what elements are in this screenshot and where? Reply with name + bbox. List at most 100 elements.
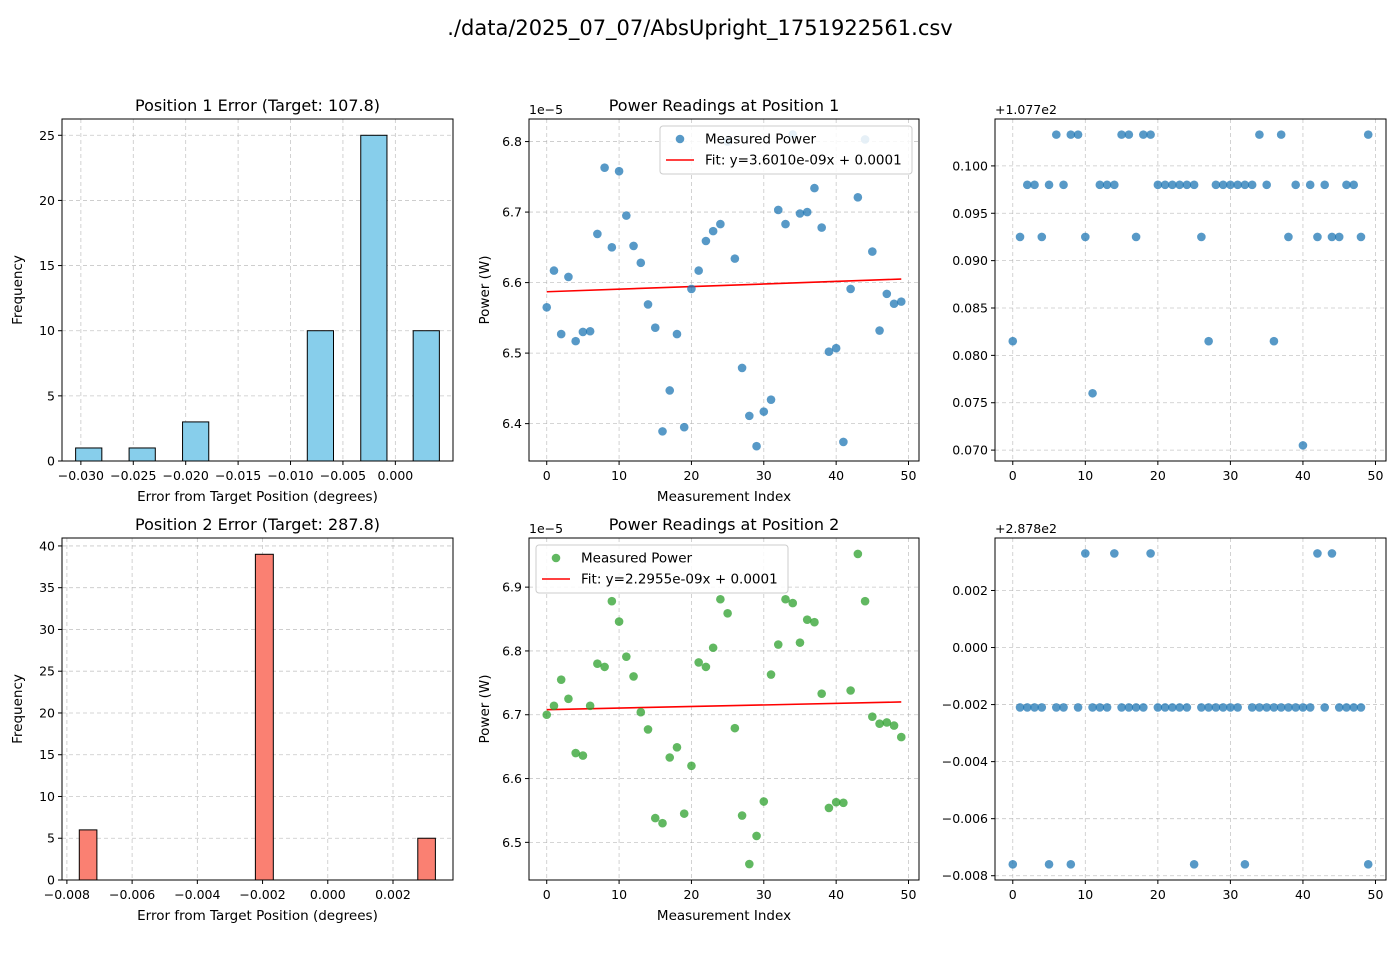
data-point: [679, 422, 689, 432]
grid: [62, 119, 453, 462]
data-point: [708, 226, 718, 236]
data-point: [831, 797, 841, 807]
data-point: [687, 761, 696, 771]
x-tick-label: 0.002: [375, 887, 411, 902]
y-tick-label: 0.070: [952, 443, 988, 458]
x-tick-label: 30: [756, 887, 772, 902]
data-point: [773, 640, 783, 649]
y-tick-label: 40: [39, 538, 55, 553]
data-point: [1320, 703, 1330, 712]
panel-scatter2: 0 10 20 30 40 50 6.5 6.6 6.7 6.8 6.9 Power Readings…: [477, 515, 920, 924]
data-point: [585, 701, 595, 711]
x-tick-label: 40: [1295, 468, 1311, 483]
data-point: [896, 297, 906, 306]
y-tick-label: 30: [39, 622, 55, 637]
data-point: [1247, 180, 1257, 190]
data-point: [839, 437, 848, 447]
x-tick-label: 30: [756, 468, 772, 483]
data-point: [846, 686, 855, 695]
data-point: [831, 343, 841, 353]
data-point: [542, 302, 552, 312]
data-point: [1146, 549, 1155, 558]
panel-hist2: −0.008 −0.006 −0.004 −0.002 0.000 0.002 0 5 10 15…: [10, 515, 454, 924]
data-point: [1305, 703, 1315, 712]
data-point: [1088, 388, 1097, 398]
data-point: [752, 831, 761, 841]
data-point: [1022, 180, 1032, 190]
legend-label: Measured Power: [705, 132, 817, 148]
data-point: [1189, 860, 1199, 869]
data-point: [629, 672, 638, 681]
legend-box: [659, 125, 913, 175]
data-point: [1247, 703, 1257, 712]
data-point: [1008, 336, 1018, 346]
data-point: [694, 658, 703, 667]
x-tick-label: 50: [901, 468, 917, 483]
axis-offset-label: +1.077e2: [995, 102, 1057, 117]
data-point: [1059, 703, 1068, 712]
y-axis-label: Power (W): [477, 675, 493, 744]
data-point: [1313, 232, 1322, 242]
data-point: [1110, 180, 1119, 190]
data-point: [643, 725, 653, 734]
data-point: [745, 411, 754, 421]
legend-marker-points: [675, 134, 685, 144]
data-point: [1189, 180, 1199, 190]
x-tick-label: 0: [543, 468, 551, 483]
data-point: [622, 211, 631, 220]
data-point: [1218, 180, 1228, 190]
data-point: [1059, 180, 1068, 190]
data-point: [600, 163, 609, 172]
panel-pos2: 0 10 20 30 40 50 −0.008 −0.006 −0.004 −0.002 0.000…: [942, 521, 1387, 902]
data-point: [571, 748, 580, 758]
data-point: [745, 859, 754, 869]
data-point: [1211, 180, 1221, 190]
data-point: [650, 813, 660, 823]
data-point: [1255, 703, 1264, 712]
x-tick-label: 40: [1295, 887, 1311, 902]
data-point: [889, 721, 899, 730]
data-point: [571, 336, 580, 346]
panel-scatter1: 0 10 20 30 40 50 6.4 6.5 6.6 6.7 6.8 Power Readings…: [477, 96, 920, 505]
data-point: [1276, 130, 1286, 139]
x-tick-label: −0.006: [109, 887, 155, 902]
y-tick-label: −0.004: [942, 754, 988, 769]
axes-frame: [528, 537, 920, 881]
data-point: [585, 326, 595, 336]
data-point: [817, 223, 826, 232]
data-point: [1291, 180, 1300, 190]
data-point: [853, 549, 863, 559]
data-point: [629, 241, 638, 251]
data-point: [1088, 703, 1097, 712]
y-tick-label: 20: [39, 193, 55, 208]
data-point: [716, 219, 725, 229]
grid: [995, 538, 1386, 880]
fit-line: [546, 278, 902, 293]
data-point: [701, 236, 711, 246]
data-point: [896, 732, 906, 742]
legend-label: Measured Power: [581, 551, 693, 567]
data-point: [1298, 441, 1308, 450]
data-point: [1175, 703, 1184, 712]
data-point: [564, 694, 573, 704]
data-point: [1139, 130, 1148, 139]
data-point: [1131, 232, 1141, 242]
data-point: [1262, 703, 1271, 712]
y-tick-label: 0.090: [952, 253, 988, 268]
data-point: [1051, 703, 1061, 712]
data-point: [622, 652, 631, 661]
data-point: [701, 662, 711, 672]
y-tick-label: 0.100: [952, 158, 988, 173]
axes-frame: [528, 118, 920, 462]
x-tick-label: 10: [611, 468, 627, 483]
x-tick-label: −0.002: [239, 887, 285, 902]
data-point: [1044, 860, 1054, 869]
data-point: [824, 347, 834, 357]
data-point: [1204, 336, 1213, 346]
data-point: [1233, 180, 1242, 190]
data-point: [1066, 130, 1076, 139]
y-tick-label: 25: [39, 128, 55, 143]
data-point: [1081, 549, 1090, 558]
data-point: [1182, 180, 1192, 190]
axes-frame: [61, 118, 454, 462]
